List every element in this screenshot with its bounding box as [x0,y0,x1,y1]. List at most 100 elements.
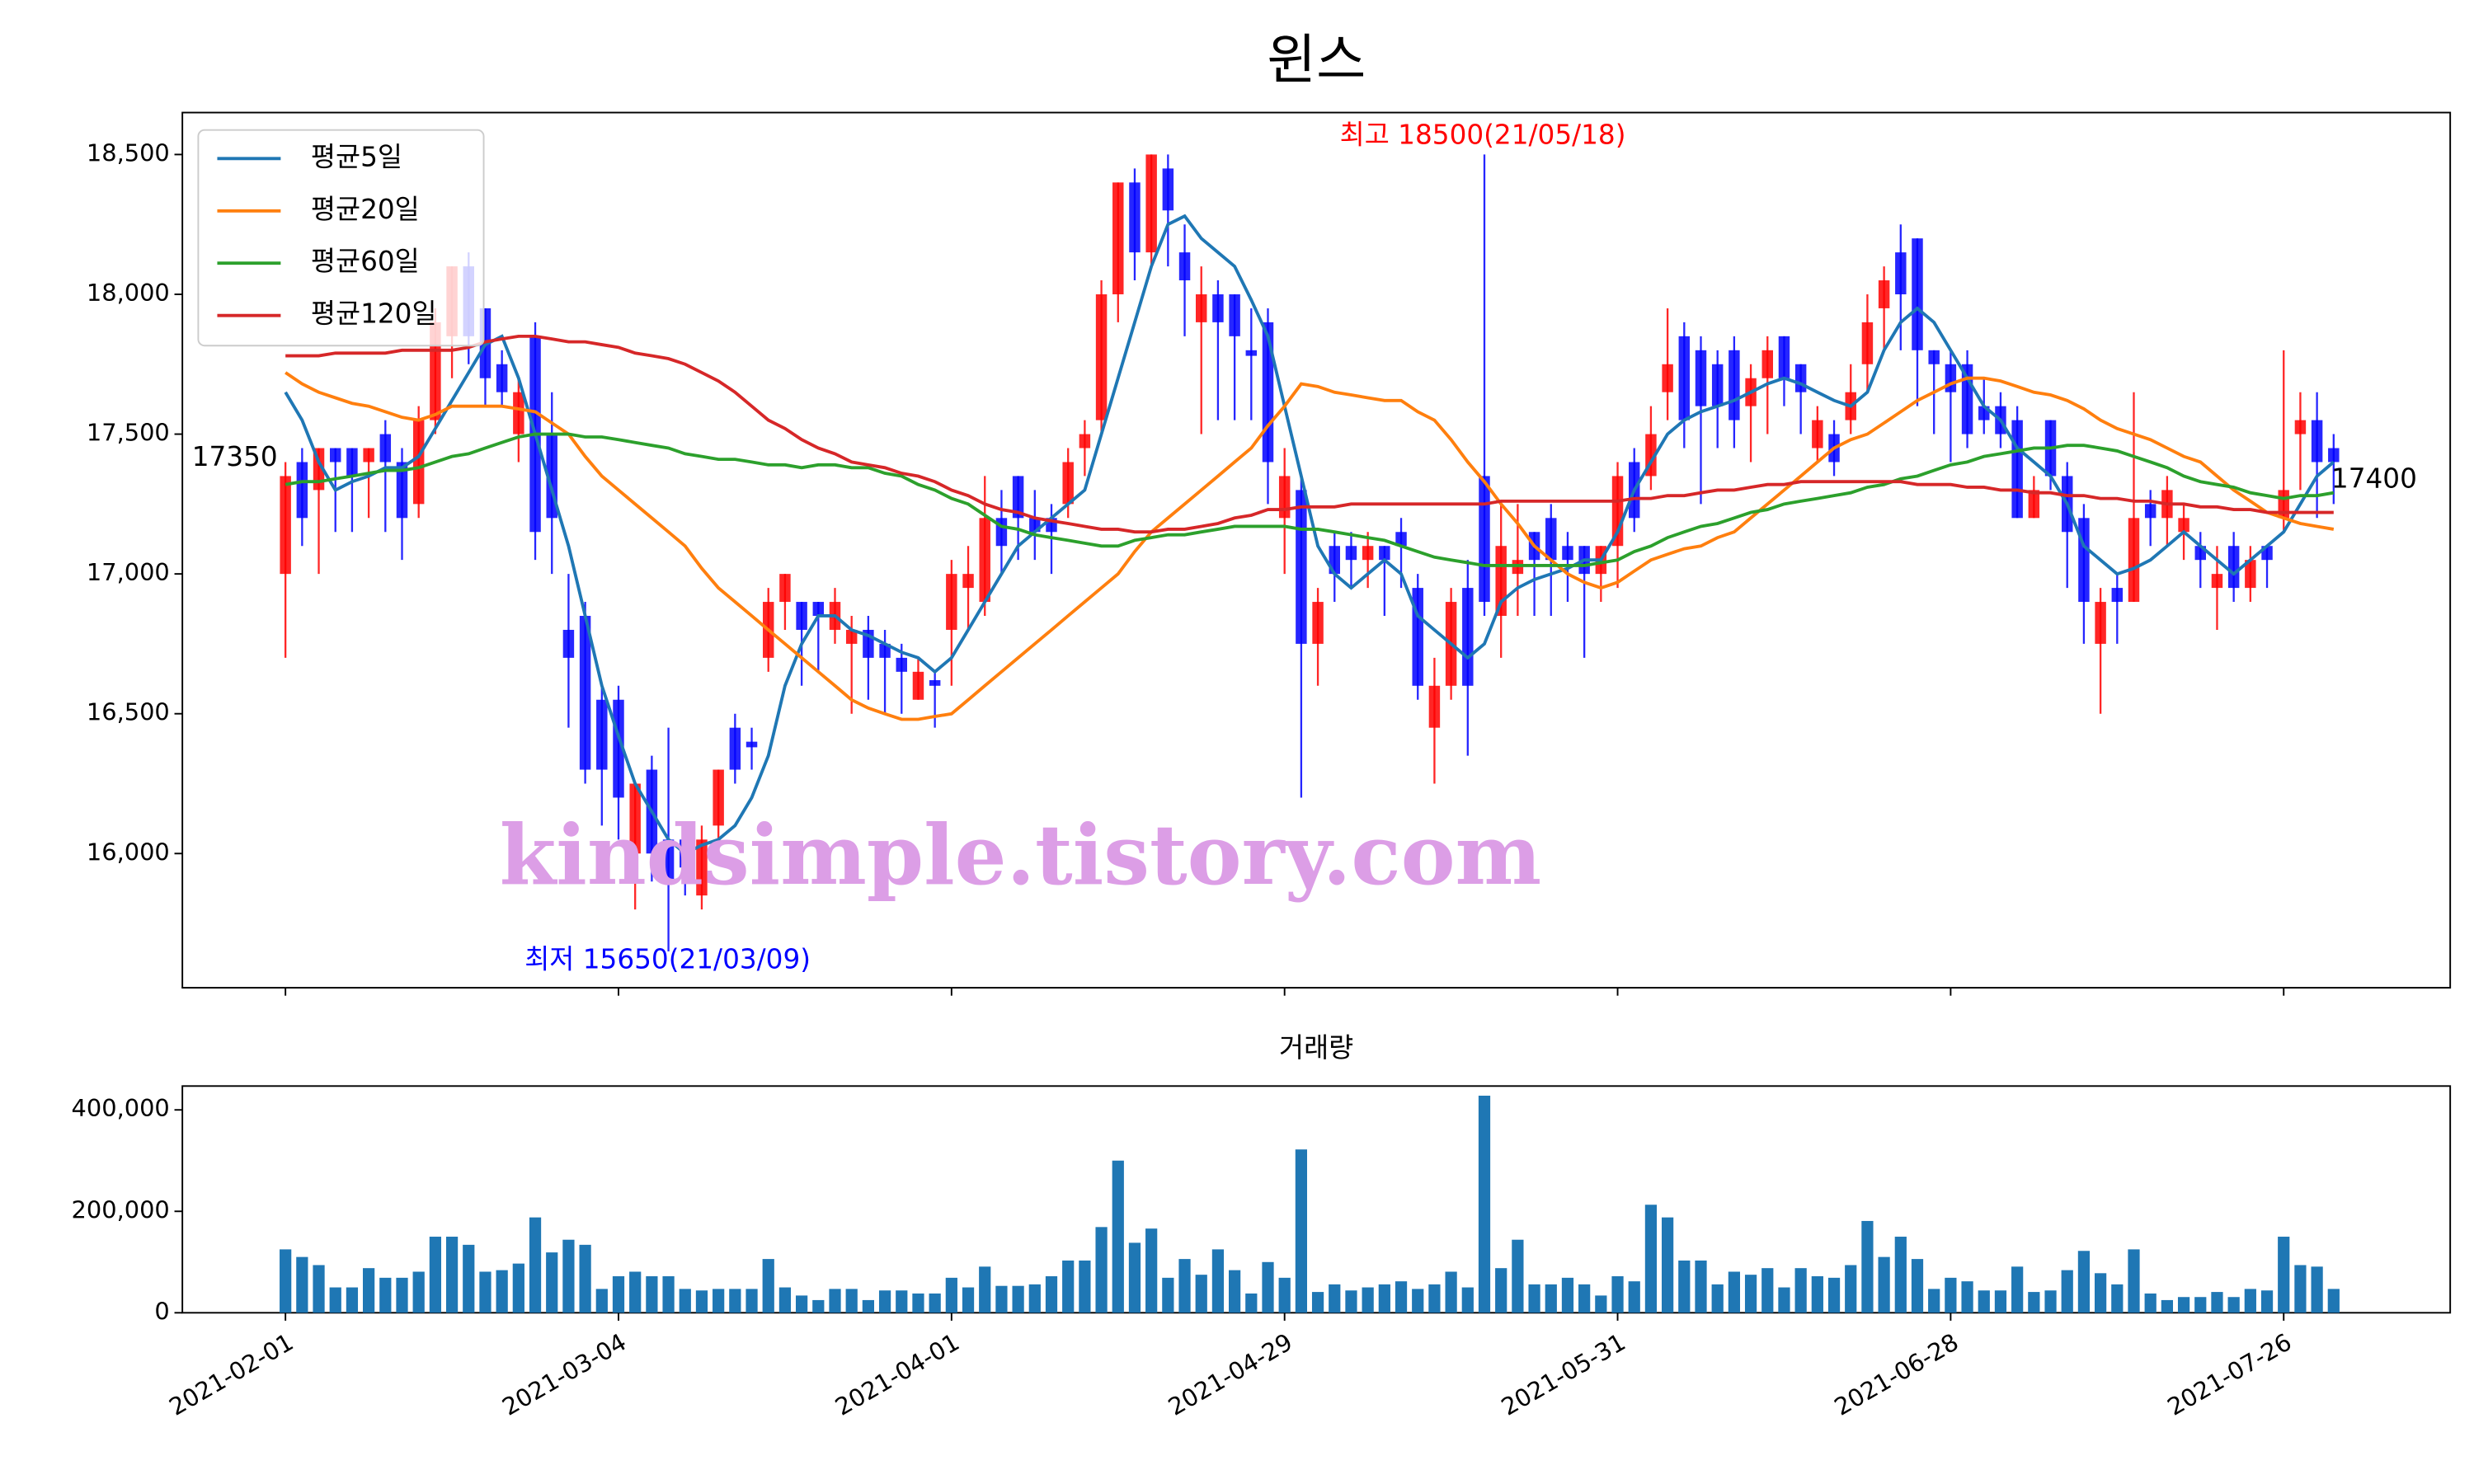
volume-bar [2061,1270,2073,1313]
candle-body [596,699,608,770]
volume-bar [1827,1277,1841,1313]
volume-bar [2294,1265,2307,1313]
volume-bar [579,1244,591,1313]
volume-bar [1245,1293,1258,1313]
annotation: 최고 18500(21/05/18) [1340,119,1626,150]
candle-body [1479,476,1490,603]
candle-body [579,616,591,770]
candle-body [845,629,858,644]
candle-body [1761,350,1773,378]
volume-bar [679,1289,691,1313]
volume-bar [313,1265,325,1313]
volume-bar [829,1289,841,1313]
candle-body [396,462,408,519]
volume-bar [1028,1284,1041,1313]
candle-body [713,769,724,826]
volume-bar [878,1290,891,1313]
y-tick-label: 17,500 [87,419,170,447]
candle-body [1861,322,1874,364]
candle-body [1229,294,1240,336]
volume-bar [1928,1289,1940,1313]
volume-bar [812,1299,825,1313]
candle-body [1878,280,1890,308]
volume-bar [2260,1290,2274,1313]
volume-bar [862,1299,874,1313]
volume-bar [2244,1289,2256,1313]
volume-bar [1195,1275,1207,1313]
volume-bar [2311,1266,2323,1313]
volume-bar [1744,1275,1757,1313]
volume-bar [1945,1277,1957,1313]
volume-bar [962,1287,975,1313]
candle-body [1296,490,1307,644]
y-tick-label: 200,000 [72,1195,170,1223]
candle-body [2095,602,2106,644]
volume-bar [1461,1287,1474,1313]
volume-bar [845,1289,858,1313]
candle-body [979,518,990,603]
volume-bar [1412,1289,1424,1313]
volume-bar [479,1271,492,1313]
candle-body [2011,420,2023,519]
candle-body [929,680,941,686]
volume-bar [2095,1273,2107,1313]
volume-bar [995,1285,1008,1313]
ma-line [285,371,2335,721]
candle-body [296,462,308,519]
candle-body [1778,336,1790,378]
candle-body [280,476,291,575]
volume-bar [1428,1284,1441,1313]
candle-body [1129,182,1141,253]
chart-title: 윈스 [1267,29,1366,92]
candle-body [1928,350,1940,364]
volume-bar [629,1271,642,1313]
volume-bar [2227,1297,2240,1313]
volume-bar [929,1293,941,1313]
candle-body [1095,294,1108,420]
ma-line [284,214,2335,856]
volume-bar [2044,1290,2057,1313]
candle-body [1162,168,1174,211]
candle-body [2245,560,2256,589]
volume-bar [1628,1281,1640,1313]
candle-body [1462,588,1474,686]
candle-body [562,629,575,658]
volume-bar [2028,1292,2040,1313]
volume-bar [1811,1276,1823,1313]
volume-bar [562,1239,575,1313]
candle-body [346,448,358,477]
candle-body [513,392,524,434]
volume-bar [429,1237,441,1313]
candle-body [1395,532,1407,547]
volume-bar [713,1289,725,1313]
volume-bar [695,1290,708,1313]
volume-bar [745,1289,758,1313]
candle-body [696,839,708,896]
volume-bar [1961,1281,1973,1313]
volume-bar [979,1266,991,1313]
volume-bar [945,1277,957,1313]
candle-body [745,741,758,748]
volume-bar [512,1263,524,1313]
volume-bar [896,1290,908,1313]
volume-bar [1395,1281,1408,1313]
volume-bar [1229,1270,1241,1313]
candle-body [1678,336,1691,420]
volume-bar [463,1244,475,1313]
volume-bar [1894,1237,1907,1313]
volume-bar [2177,1297,2190,1313]
volume-bar [729,1289,741,1313]
price-axes-frame [181,111,2452,989]
volume-bar [2327,1289,2340,1313]
volume-bar [1778,1287,1790,1313]
annotation: 17350 [192,441,278,472]
volume-bar [1861,1220,1874,1313]
candle-body [662,839,675,882]
volume-bar [1345,1290,1357,1313]
candle-body [2294,420,2307,434]
volume-bar [2111,1284,2124,1313]
volume-bar [1911,1259,1924,1313]
candle-body [2311,420,2323,463]
volume-bar [1595,1295,1607,1313]
